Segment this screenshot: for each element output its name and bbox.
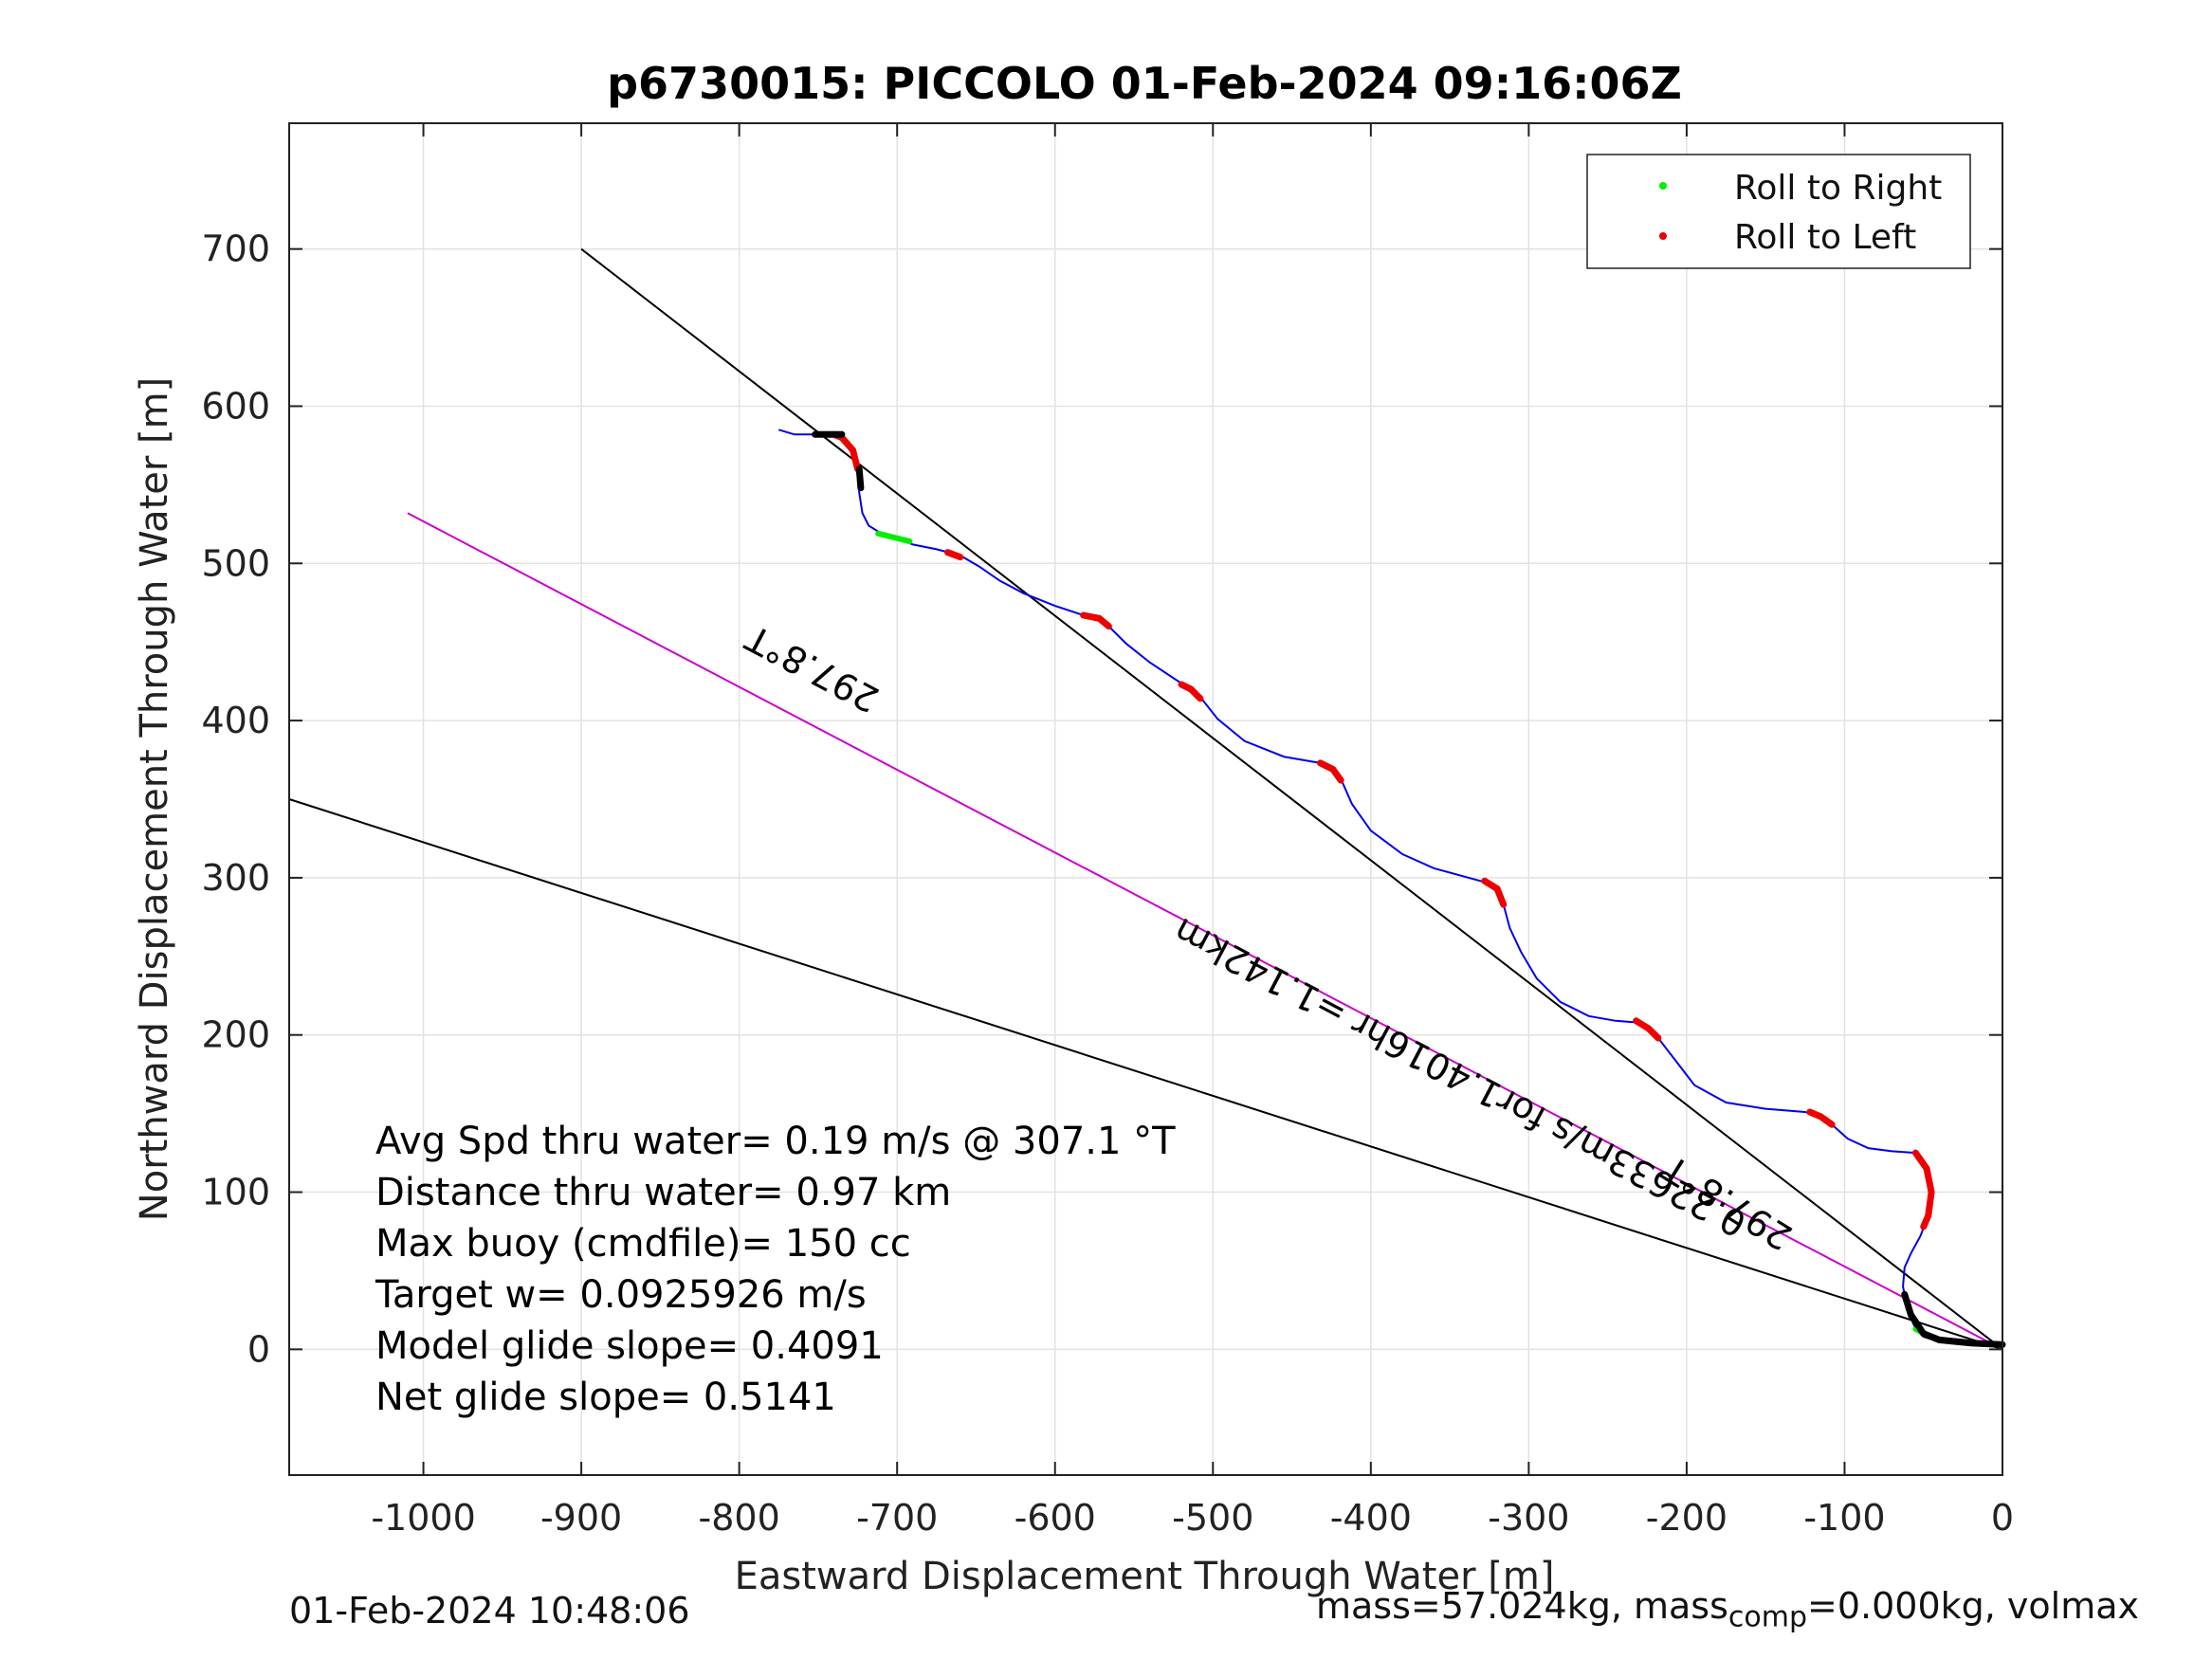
annotation-0: 297.8°T <box>739 616 886 720</box>
footer-mass-sub: comp <box>1728 1600 1808 1634</box>
x-tick-label: -700 <box>856 1497 938 1539</box>
y-tick-label: 200 <box>201 1014 270 1056</box>
x-axis-label: Eastward Displacement Through Water [m] <box>735 1555 1555 1598</box>
legend-label-roll-right: Roll to Right <box>1734 169 1942 208</box>
stat-line-0: Avg Spd thru water= 0.19 m/s @ 307.1 °T <box>375 1120 1176 1163</box>
y-tick-label: 700 <box>201 228 270 270</box>
roll-left-marker-3 <box>1178 681 1204 702</box>
x-tick-label: -1000 <box>371 1497 475 1539</box>
reference-line-2 <box>288 798 2003 1351</box>
x-tick-label: -800 <box>699 1497 780 1539</box>
x-tick-label: -200 <box>1646 1497 1728 1539</box>
roll-right-marker-0 <box>875 530 913 545</box>
stat-line-1: Distance thru water= 0.97 km <box>375 1171 951 1214</box>
roll-left-marker-8 <box>1911 1149 1935 1231</box>
footer-mass-info: mass=57.024kg, masscomp=0.000kg, volmax <box>1316 1585 2139 1634</box>
roll-left-marker-5 <box>1481 877 1508 908</box>
footer-timestamp: 01-Feb-2024 10:48:06 <box>289 1590 690 1632</box>
legend-box <box>1586 154 1971 269</box>
roll-left-marker-0 <box>831 430 862 473</box>
y-tick-label: 300 <box>201 857 270 899</box>
y-tick-label: 100 <box>201 1172 270 1213</box>
stat-line-3: Target w= 0.0925926 m/s <box>375 1273 867 1317</box>
y-tick-label: 600 <box>201 385 270 427</box>
legend-label-roll-left: Roll to Left <box>1734 218 1916 257</box>
stat-line-4: Model glide slope= 0.4091 <box>375 1324 884 1368</box>
legend: Roll to Right Roll to Left <box>1586 154 1971 269</box>
surface-marker-2 <box>1901 1290 2006 1348</box>
annotation-2: 0.22633m/s for1.4016hr =1.142km <box>1167 909 1753 1245</box>
y-axis-label: Northward Displacement Through Water [m] <box>133 377 176 1221</box>
plot-frame <box>288 122 2003 1476</box>
legend-swatch-roll-left <box>1659 232 1667 240</box>
roll-left-marker-6 <box>1633 1017 1662 1042</box>
y-tick-label: 400 <box>201 700 270 741</box>
stat-line-5: Net glide slope= 0.5141 <box>375 1376 836 1419</box>
roll-left-marker-1 <box>943 549 964 561</box>
net-displacement-line <box>407 512 2003 1351</box>
surface-marker-1 <box>855 465 865 492</box>
chart-title: p6730015: PICCOLO 01-Feb-2024 09:16:06Z <box>607 58 1682 109</box>
x-tick-label: -400 <box>1330 1497 1412 1539</box>
stats-block: Avg Spd thru water= 0.19 m/s @ 307.1 °T D… <box>375 1120 1176 1419</box>
y-tick-label: 0 <box>247 1328 270 1370</box>
roll-markers <box>812 430 2006 1348</box>
axis-ticks: -1000 -900 -800 -700 -600 -500 -400 -300 -200 -10… <box>201 123 2014 1539</box>
x-tick-label: 0 <box>1991 1497 2014 1539</box>
x-tick-label: -300 <box>1488 1497 1569 1539</box>
x-tick-label: -900 <box>540 1497 622 1539</box>
y-tick-label: 500 <box>201 542 270 584</box>
footer-mass-rest: =0.000kg, volmax <box>1807 1585 2140 1627</box>
roll-left-marker-4 <box>1317 759 1344 784</box>
footer-mass: mass=57.024kg, mass <box>1316 1585 1728 1627</box>
x-tick-label: -100 <box>1803 1497 1885 1539</box>
x-tick-label: -500 <box>1172 1497 1253 1539</box>
x-tick-label: -600 <box>1015 1497 1096 1539</box>
roll-left-marker-2 <box>1080 611 1112 630</box>
stat-line-2: Max buoy (cmdfile)= 150 cc <box>375 1222 911 1266</box>
legend-swatch-roll-right <box>1659 182 1667 190</box>
roll-left-marker-7 <box>1806 1108 1836 1128</box>
